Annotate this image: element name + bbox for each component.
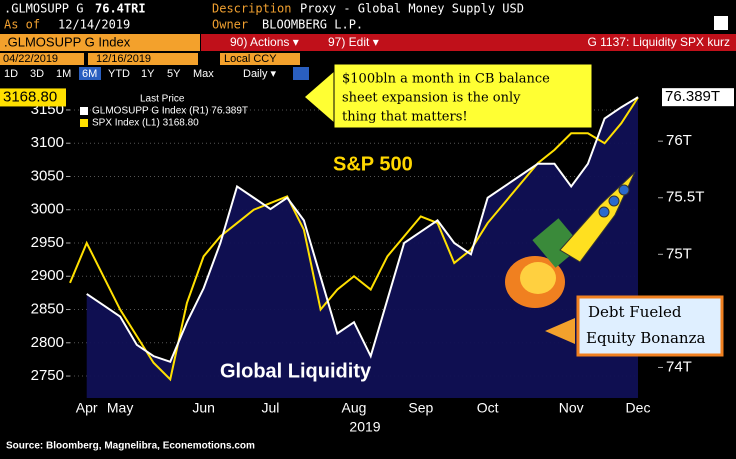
x-axis-label: 2019	[349, 419, 380, 435]
callout-line: sheet expansion is the only	[342, 91, 521, 106]
y-tick-label: 2900	[31, 267, 64, 284]
last-value-label: 3168.80	[3, 88, 57, 105]
y-tick-label: 2750	[31, 367, 64, 384]
x-tick-label: Dec	[626, 400, 651, 416]
y2-tick-label: 75.5T	[666, 189, 704, 206]
date-input[interactable]	[88, 53, 198, 65]
ccy-input[interactable]	[220, 53, 300, 65]
x-tick-label: Oct	[477, 400, 499, 416]
x-tick-label: Jul	[262, 400, 280, 416]
y2-tick-label: 76T	[666, 132, 692, 149]
period-button[interactable]: YTD	[108, 68, 130, 80]
page-title: G 1137: Liquidity SPX kurz	[587, 35, 730, 49]
bonanza-box	[576, 295, 724, 357]
icon[interactable]	[714, 16, 728, 30]
x-tick-label: May	[107, 400, 133, 416]
period-button[interactable]: 1M	[56, 68, 71, 80]
period-button[interactable]: 1D	[4, 68, 18, 80]
menu-edit[interactable]: 97) Edit ▾	[328, 35, 379, 49]
callout-arrow	[305, 70, 336, 124]
currency[interactable]: Local CCY	[224, 53, 277, 65]
series-line	[69, 96, 639, 382]
x-tick-label: Jun	[192, 400, 215, 416]
y2-tick-label: 75T	[666, 245, 692, 262]
period-button[interactable]: 5Y	[167, 68, 181, 80]
label: Owner	[212, 18, 248, 32]
end-date[interactable]: 12/16/2019	[96, 53, 151, 65]
callout-line: thing that matters!	[342, 110, 468, 125]
spx-label: S&P 500	[333, 153, 413, 175]
period-active	[79, 67, 101, 80]
label: Description	[212, 2, 291, 16]
x-tick-label: Aug	[342, 400, 367, 416]
last-value-label: 76.389T	[665, 88, 720, 105]
legend-entry: SPX Index (L1) 3168.80	[92, 118, 199, 129]
y-tick-label: 3100	[31, 134, 64, 151]
owner: BLOOMBERG L.P.	[262, 18, 363, 32]
y-tick-label: 2950	[31, 234, 64, 251]
security[interactable]: .GLMOSUPP G Index	[4, 34, 131, 49]
callout-box	[333, 63, 593, 129]
date-input[interactable]	[0, 53, 84, 65]
period-buttons: 1D 3D 1M 6M YTD 1Y 5Y Max	[4, 67, 214, 80]
legend-swatch	[80, 107, 88, 115]
description: Proxy - Global Money Supply USD	[300, 2, 524, 16]
period-button[interactable]: 3D	[30, 68, 44, 80]
ticker: .GLMOSUPP G	[4, 2, 83, 16]
liquidity-label: Global Liquidity	[220, 360, 372, 382]
bonanza-arrow	[545, 318, 575, 344]
chart-icon[interactable]	[293, 67, 309, 80]
period-button[interactable]: Max	[193, 68, 214, 80]
rocket	[505, 171, 636, 308]
legend-title: Last Price	[140, 94, 185, 105]
label: As of	[4, 18, 40, 32]
start-date[interactable]: 04/22/2019	[3, 53, 58, 65]
callout-line: $100bln a month in CB balance	[342, 72, 550, 87]
asof: 12/14/2019	[58, 18, 130, 32]
frequency[interactable]: Daily ▾	[243, 68, 277, 80]
period-button[interactable]: 1Y	[141, 68, 155, 80]
menu-actions[interactable]: 90) Actions ▾	[230, 35, 299, 49]
series-line	[86, 96, 639, 364]
bonanza-line: Debt Fueled	[588, 303, 682, 321]
legend-entry: GLMOSUPP G Index (R1) 76.389T	[92, 106, 248, 117]
y2-tick-label: 74T	[666, 358, 692, 375]
x-tick-label: Sep	[408, 400, 433, 416]
source: Source: Bloomberg, Magnelibra, Econemoti…	[6, 441, 255, 452]
last-value-box	[0, 88, 66, 107]
last-value-box	[662, 88, 734, 107]
y-tick-label: 3050	[31, 167, 64, 184]
bonanza-line: Equity Bonanza	[586, 329, 706, 347]
price: 76.4TRI	[95, 2, 146, 16]
legend-swatch	[80, 119, 88, 127]
x-tick-label: Apr	[76, 400, 98, 416]
liquidity-area	[86, 97, 639, 398]
security-bar	[0, 34, 200, 51]
period-button[interactable]: 6M	[82, 68, 97, 80]
y-tick-label: 2800	[31, 334, 64, 351]
x-tick-label: Nov	[559, 400, 584, 416]
y-tick-label: 2850	[31, 300, 64, 317]
menu-bar	[201, 34, 736, 51]
y-tick-label: 3000	[31, 201, 64, 218]
